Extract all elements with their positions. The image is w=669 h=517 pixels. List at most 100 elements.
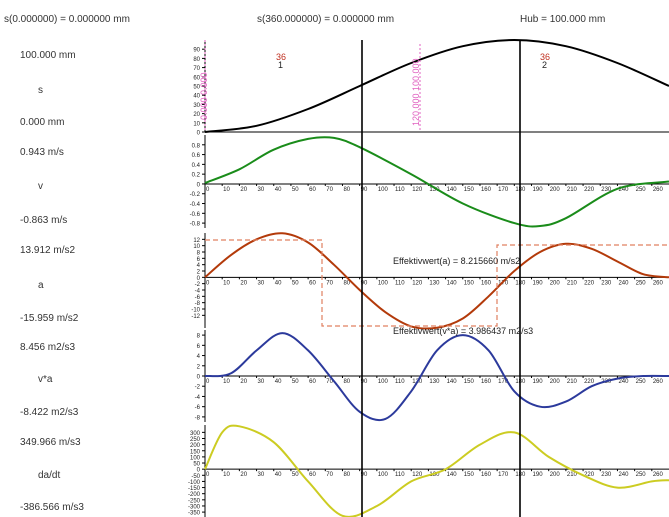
x-tick-label: 150: [464, 379, 475, 385]
y-tick-label: 90: [193, 48, 200, 54]
y-tick-label: 250: [190, 437, 201, 443]
y-tick-label: 8: [197, 251, 201, 257]
header-hub: Hub = 100.000 mm: [520, 14, 606, 25]
y-tick-label: 0: [197, 276, 201, 282]
x-tick-label: 80: [343, 472, 350, 478]
x-tick-label: 250: [636, 472, 647, 478]
x-tick-label: 120: [412, 472, 423, 478]
y-tick-label: 0.8: [192, 143, 201, 149]
x-tick-label: 260: [653, 472, 664, 478]
v-min-label: -0.863 m/s: [20, 215, 68, 226]
y-tick-label: 20: [193, 112, 200, 118]
y-tick-label: 8: [197, 334, 201, 340]
x-tick-label: 210: [567, 379, 578, 385]
x-tick-label: 240: [618, 280, 629, 286]
x-tick-label: 70: [326, 280, 333, 286]
y-tick-label: 0.2: [192, 173, 201, 179]
y-tick-label: 300: [190, 431, 201, 437]
x-tick-label: 260: [653, 280, 664, 286]
x-tick-label: 40: [275, 187, 282, 193]
v-name-label: v: [38, 181, 43, 192]
x-tick-label: 20: [240, 187, 247, 193]
x-tick-label: 160: [481, 379, 492, 385]
y-tick-label: 6: [197, 257, 201, 263]
x-tick-label: 220: [584, 472, 595, 478]
x-tick-label: 110: [395, 379, 405, 385]
x-tick-label: 70: [326, 187, 333, 193]
x-tick-label: 250: [636, 379, 647, 385]
x-tick-label: 250: [636, 187, 647, 193]
x-tick-label: 190: [533, 280, 544, 286]
x-tick-label: 190: [533, 379, 544, 385]
x-tick-label: 170: [498, 472, 509, 478]
va-max-label: 8.456 m2/s3: [20, 342, 76, 353]
x-tick-label: 150: [464, 280, 475, 286]
y-tick-label: -12: [191, 314, 200, 320]
rms-box-a: [205, 239, 669, 327]
y-tick-label: -300: [188, 504, 201, 510]
x-tick-label: 130: [429, 280, 440, 286]
x-tick-label: 10: [223, 280, 230, 286]
y-tick-label: 50: [193, 462, 200, 468]
x-tick-label: 30: [258, 187, 265, 193]
y-tick-label: 4: [197, 263, 201, 269]
x-tick-label: 100: [378, 379, 389, 385]
y-tick-label: 2: [197, 270, 201, 276]
x-tick-label: 210: [567, 280, 578, 286]
x-tick-label: 220: [584, 280, 595, 286]
x-tick-label: 140: [447, 472, 458, 478]
x-tick-label: 20: [240, 472, 247, 478]
x-tick-label: 100: [378, 472, 389, 478]
x-tick-label: 160: [481, 280, 492, 286]
y-tick-label: -6: [195, 405, 201, 411]
x-tick-label: 50: [292, 379, 299, 385]
x-tick-label: 90: [361, 472, 368, 478]
x-tick-label: 200: [550, 379, 561, 385]
y-tick-label: 0: [197, 375, 201, 381]
y-tick-label: -2: [195, 385, 201, 391]
x-tick-label: 20: [240, 280, 247, 286]
x-tick-label: 40: [275, 472, 282, 478]
y-tick-label: -8: [195, 415, 201, 421]
x-tick-label: 260: [653, 379, 664, 385]
x-tick-label: 170: [498, 280, 509, 286]
x-tick-label: 140: [447, 187, 458, 193]
y-tick-label: 30: [193, 103, 200, 109]
x-tick-label: 190: [533, 472, 544, 478]
y-tick-label: -6: [195, 295, 201, 301]
x-tick-label: 240: [618, 187, 629, 193]
eff-va-label: Effektivwert(v*a) = 3.986437 m2/s3: [393, 326, 533, 336]
y-tick-label: -4: [195, 289, 201, 295]
s-min-label: 0.000 mm: [20, 117, 65, 128]
y-tick-label: 150: [190, 449, 201, 455]
x-tick-label: 120: [412, 280, 423, 286]
x-tick-label: 70: [326, 379, 333, 385]
series-line-a: [204, 232, 669, 330]
x-tick-label: 130: [429, 187, 440, 193]
y-tick-label: 0: [197, 131, 201, 137]
x-tick-label: 90: [361, 379, 368, 385]
x-tick-label: 60: [309, 472, 316, 478]
x-tick-label: 110: [395, 280, 405, 286]
y-tick-label: -0.2: [190, 192, 201, 198]
series-line-s: [204, 38, 669, 133]
x-tick-label: 190: [533, 187, 544, 193]
x-tick-label: 170: [498, 187, 509, 193]
x-tick-label: 30: [258, 379, 265, 385]
x-tick-label: 230: [601, 472, 612, 478]
y-tick-label: 40: [193, 94, 200, 100]
y-tick-label: 100: [190, 455, 201, 461]
v-max-label: 0.943 m/s: [20, 147, 64, 158]
series-line-va: [204, 332, 669, 422]
x-tick-label: 50: [292, 472, 299, 478]
x-tick-label: 210: [567, 472, 578, 478]
x-tick-label: 220: [584, 379, 595, 385]
x-tick-label: 100: [378, 187, 389, 193]
marker2-top: 36: [540, 52, 550, 62]
x-tick-label: 160: [481, 187, 492, 193]
y-tick-label: -10: [191, 308, 200, 314]
x-tick-label: 200: [550, 187, 561, 193]
x-tick-label: 230: [601, 187, 612, 193]
x-tick-label: 0: [206, 472, 210, 478]
j-max-label: 349.966 m/s3: [20, 437, 81, 448]
